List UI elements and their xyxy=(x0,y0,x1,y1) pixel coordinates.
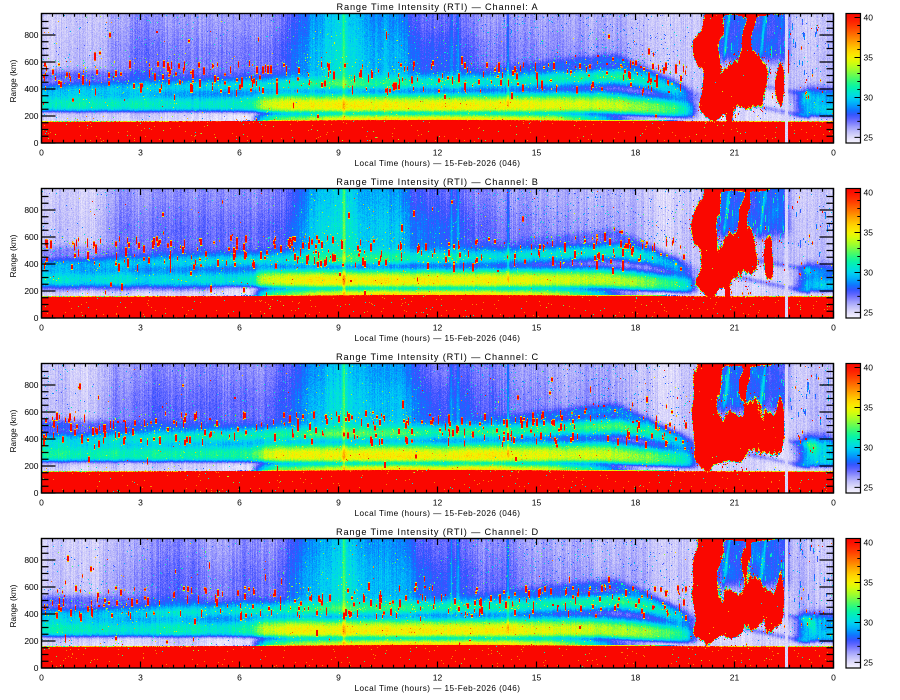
svg-text:25: 25 xyxy=(864,482,874,492)
svg-text:6: 6 xyxy=(237,673,242,683)
svg-text:35: 35 xyxy=(864,52,874,62)
svg-text:9: 9 xyxy=(336,673,341,683)
svg-text:800: 800 xyxy=(24,555,38,565)
svg-text:0: 0 xyxy=(34,138,39,148)
svg-text:18: 18 xyxy=(631,323,641,333)
svg-text:12: 12 xyxy=(433,323,443,333)
svg-text:30: 30 xyxy=(864,92,874,102)
svg-text:0: 0 xyxy=(831,673,836,683)
svg-text:600: 600 xyxy=(24,232,38,242)
svg-text:Range Time Intensity (RTI) — C: Range Time Intensity (RTI) — Channel: C xyxy=(336,352,539,362)
svg-text:30: 30 xyxy=(864,267,874,277)
svg-text:40: 40 xyxy=(864,12,874,22)
svg-text:12: 12 xyxy=(433,498,443,508)
svg-text:25: 25 xyxy=(864,657,874,667)
svg-text:800: 800 xyxy=(24,205,38,215)
svg-text:3: 3 xyxy=(138,498,143,508)
svg-text:0: 0 xyxy=(39,498,44,508)
svg-text:Local Time (hours) — 15-Feb-20: Local Time (hours) — 15-Feb-2026 (046) xyxy=(355,159,521,168)
svg-text:0: 0 xyxy=(34,488,39,498)
svg-text:Local Time (hours) — 15-Feb-20: Local Time (hours) — 15-Feb-2026 (046) xyxy=(355,334,521,343)
svg-text:0: 0 xyxy=(831,148,836,158)
svg-text:Range (km): Range (km) xyxy=(9,59,18,102)
svg-text:0: 0 xyxy=(39,148,44,158)
svg-text:Range Time Intensity (RTI) — C: Range Time Intensity (RTI) — Channel: D xyxy=(336,527,539,537)
svg-text:6: 6 xyxy=(237,498,242,508)
svg-text:0: 0 xyxy=(39,323,44,333)
svg-text:12: 12 xyxy=(433,148,443,158)
svg-text:9: 9 xyxy=(336,323,341,333)
svg-text:0: 0 xyxy=(39,673,44,683)
svg-text:600: 600 xyxy=(24,57,38,67)
svg-text:Range (km): Range (km) xyxy=(9,584,18,627)
svg-text:30: 30 xyxy=(864,617,874,627)
svg-text:Local Time (hours) — 15-Feb-20: Local Time (hours) — 15-Feb-2026 (046) xyxy=(355,684,521,693)
svg-text:18: 18 xyxy=(631,498,641,508)
svg-text:400: 400 xyxy=(24,259,38,269)
svg-text:25: 25 xyxy=(864,307,874,317)
svg-text:6: 6 xyxy=(237,148,242,158)
svg-text:21: 21 xyxy=(730,148,740,158)
svg-text:15: 15 xyxy=(532,673,542,683)
svg-text:0: 0 xyxy=(34,663,39,673)
svg-text:15: 15 xyxy=(532,148,542,158)
svg-text:0: 0 xyxy=(34,313,39,323)
svg-text:800: 800 xyxy=(24,380,38,390)
svg-text:25: 25 xyxy=(864,132,874,142)
svg-text:21: 21 xyxy=(730,323,740,333)
svg-text:400: 400 xyxy=(24,434,38,444)
svg-text:18: 18 xyxy=(631,673,641,683)
svg-text:Range (km): Range (km) xyxy=(9,234,18,277)
svg-text:12: 12 xyxy=(433,673,443,683)
svg-text:Range Time Intensity (RTI) — C: Range Time Intensity (RTI) — Channel: A xyxy=(337,2,539,12)
svg-text:0: 0 xyxy=(831,498,836,508)
svg-text:15: 15 xyxy=(532,323,542,333)
svg-text:3: 3 xyxy=(138,323,143,333)
svg-text:9: 9 xyxy=(336,498,341,508)
svg-text:400: 400 xyxy=(24,84,38,94)
svg-text:35: 35 xyxy=(864,227,874,237)
svg-text:600: 600 xyxy=(24,407,38,417)
svg-text:40: 40 xyxy=(864,187,874,197)
svg-text:40: 40 xyxy=(864,362,874,372)
svg-text:800: 800 xyxy=(24,30,38,40)
svg-text:21: 21 xyxy=(730,673,740,683)
svg-text:Range Time Intensity (RTI) — C: Range Time Intensity (RTI) — Channel: B xyxy=(336,177,539,187)
svg-text:21: 21 xyxy=(730,498,740,508)
svg-text:35: 35 xyxy=(864,577,874,587)
svg-text:400: 400 xyxy=(24,609,38,619)
svg-text:200: 200 xyxy=(24,461,38,471)
svg-text:0: 0 xyxy=(831,323,836,333)
svg-text:6: 6 xyxy=(237,323,242,333)
svg-text:9: 9 xyxy=(336,148,341,158)
svg-text:3: 3 xyxy=(138,673,143,683)
svg-text:200: 200 xyxy=(24,286,38,296)
svg-text:3: 3 xyxy=(138,148,143,158)
svg-text:200: 200 xyxy=(24,111,38,121)
svg-text:18: 18 xyxy=(631,148,641,158)
svg-text:Range (km): Range (km) xyxy=(9,409,18,452)
svg-text:35: 35 xyxy=(864,402,874,412)
svg-text:30: 30 xyxy=(864,442,874,452)
svg-text:15: 15 xyxy=(532,498,542,508)
svg-text:40: 40 xyxy=(864,537,874,547)
svg-text:200: 200 xyxy=(24,636,38,646)
svg-text:Local Time (hours) — 15-Feb-20: Local Time (hours) — 15-Feb-2026 (046) xyxy=(355,509,521,518)
svg-text:600: 600 xyxy=(24,582,38,592)
